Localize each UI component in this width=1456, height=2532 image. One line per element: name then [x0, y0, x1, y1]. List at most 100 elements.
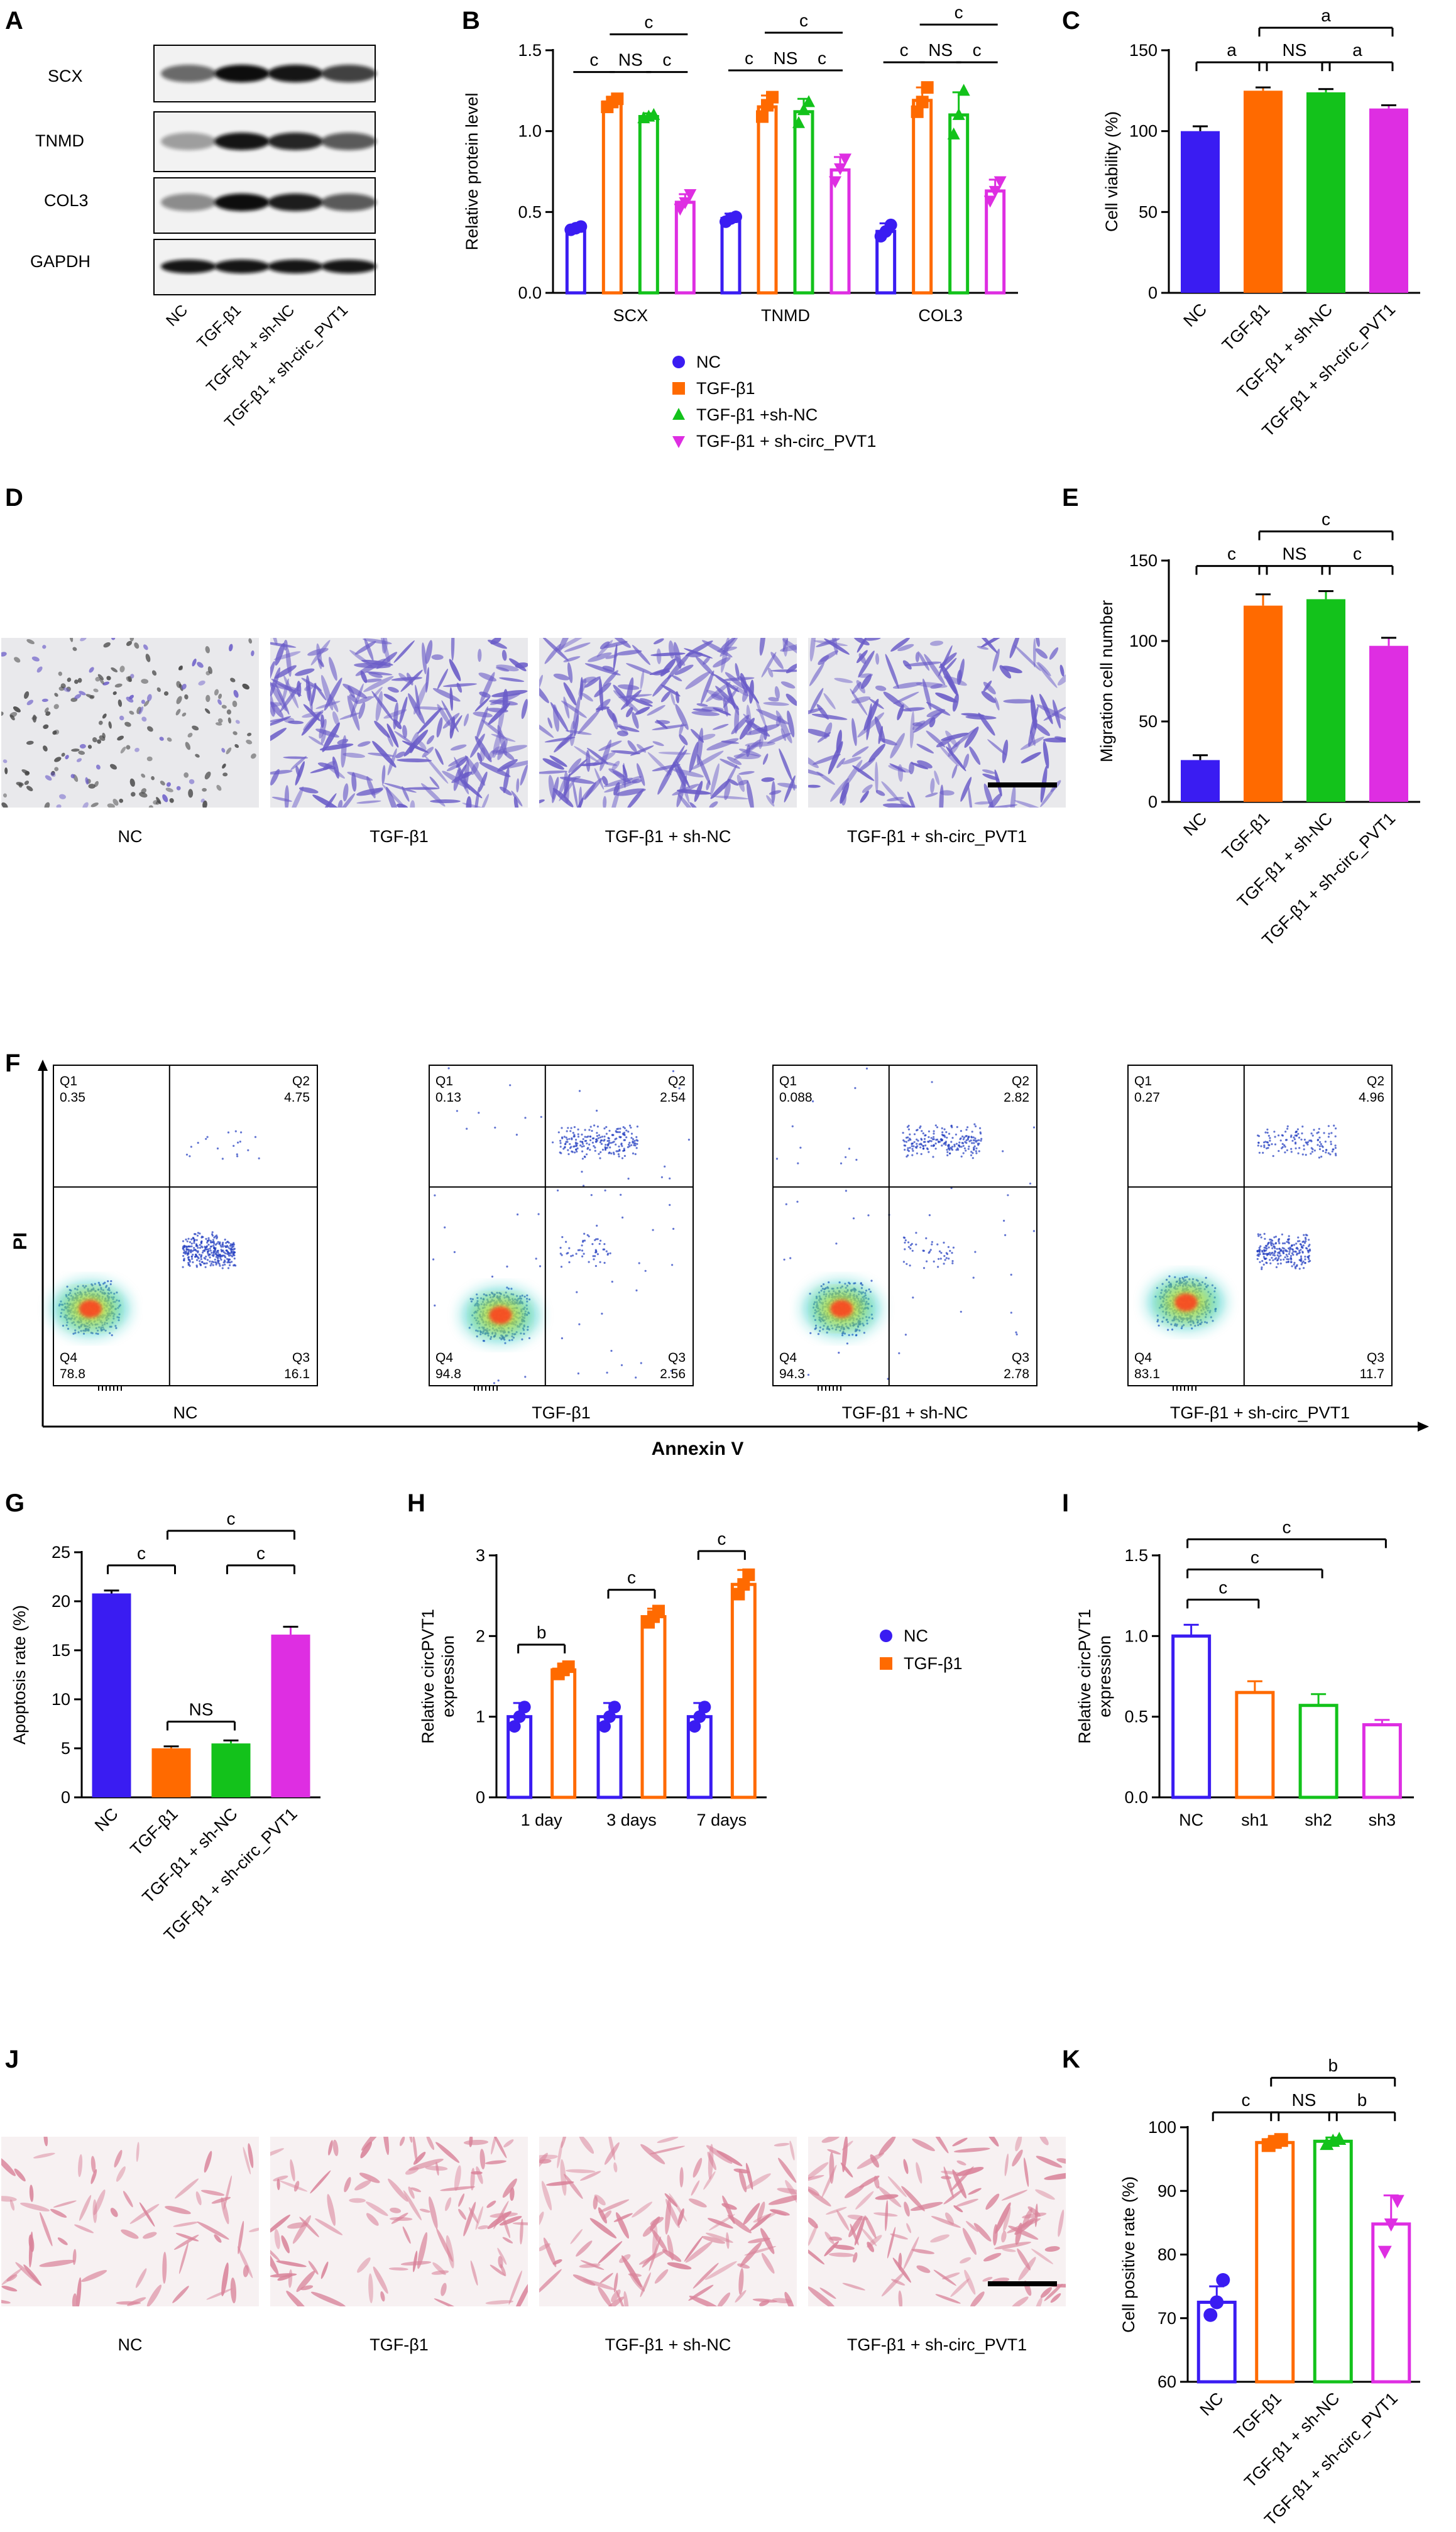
flow-event [434, 1194, 436, 1197]
flow-event [589, 1135, 592, 1137]
cell [831, 638, 838, 655]
cell [952, 693, 959, 712]
flow-event [1308, 1254, 1310, 1257]
flow-event [902, 1261, 905, 1263]
flow-event [1332, 1148, 1335, 1151]
cell [691, 711, 720, 716]
cell [692, 708, 713, 712]
flow-event [1275, 1266, 1278, 1268]
legend-marker [672, 436, 685, 448]
cell [221, 704, 227, 709]
cell [425, 667, 430, 693]
flow-event [1274, 1136, 1276, 1138]
data-point [603, 1710, 616, 1723]
flow-event [971, 1142, 973, 1144]
cell [92, 737, 97, 743]
flow-event [1302, 1244, 1305, 1247]
flow-event [191, 1250, 194, 1252]
cell [54, 767, 59, 772]
cell [479, 747, 486, 762]
flow-event [602, 1248, 605, 1251]
cell [1020, 737, 1044, 750]
flow-event [583, 1239, 586, 1242]
flow-event [212, 1261, 215, 1263]
flow-event [1310, 1132, 1313, 1135]
flow-event [478, 1112, 480, 1114]
flow-event [609, 1146, 611, 1149]
flow-event [576, 1143, 579, 1145]
flow-event [508, 1288, 510, 1290]
flow-event [1029, 1182, 1032, 1185]
flow-event [911, 1154, 914, 1156]
flow-event [627, 1177, 630, 1180]
flow-event [494, 1126, 496, 1129]
cell [99, 678, 104, 684]
flow-event [851, 1334, 854, 1336]
flow-event [195, 1253, 197, 1256]
data-point [1203, 2308, 1218, 2322]
flow-event [961, 1135, 964, 1137]
flow-event [1283, 1144, 1286, 1146]
flow-event [1303, 1242, 1306, 1244]
panel-label-i: I [1062, 1489, 1069, 1517]
flow-event [1277, 1251, 1279, 1254]
flow-event [227, 1241, 230, 1244]
flow-event [948, 1258, 950, 1260]
flow-event [1257, 1141, 1260, 1144]
cell [58, 671, 63, 676]
flow-event [867, 1214, 870, 1217]
flow-event [199, 1247, 202, 1249]
cell [129, 710, 134, 715]
flow-event [903, 1140, 906, 1143]
flow-event [218, 1263, 221, 1265]
significance-label: NS [1283, 544, 1307, 564]
y-tick-label: 1.0 [518, 122, 542, 141]
cell [513, 796, 519, 808]
flow-event [588, 1261, 590, 1263]
flow-event [955, 1143, 958, 1145]
flow-event [577, 1128, 579, 1131]
flow-event [636, 1126, 639, 1128]
bar [829, 168, 851, 295]
cell [738, 748, 762, 757]
cell [221, 748, 226, 753]
cell [616, 725, 640, 732]
data-point [611, 92, 624, 106]
flow-event [1300, 1138, 1303, 1141]
cell [592, 752, 616, 766]
flow-event [1257, 1134, 1259, 1137]
flow-event [231, 1251, 233, 1253]
flow-event [943, 1263, 945, 1265]
flow-event [1266, 1131, 1269, 1134]
cell [813, 754, 841, 765]
micrograph [808, 638, 1066, 808]
cell [916, 743, 934, 754]
flow-event [185, 1153, 189, 1156]
flow-event [936, 1138, 939, 1141]
cell [673, 762, 686, 787]
flow-event [962, 1144, 965, 1147]
flow-event [848, 1148, 851, 1150]
flow-event [944, 1136, 946, 1138]
cell [169, 797, 174, 803]
flow-event [1291, 1265, 1293, 1268]
flow-event [597, 1137, 600, 1139]
flow-event [521, 1338, 523, 1340]
flow-event [1264, 1252, 1266, 1255]
data-point [674, 204, 687, 216]
flow-event [1288, 1247, 1290, 1250]
x-category-label: TGF-β1 [126, 1804, 181, 1859]
flow-event [1320, 1155, 1323, 1158]
flow-event [187, 1237, 190, 1240]
significance-label: c [1283, 1517, 1291, 1537]
significance-label: NS [774, 48, 798, 68]
cell [964, 726, 979, 748]
y-axis-label-line: Relative circPVT1 [419, 1609, 437, 1744]
cell [605, 654, 618, 659]
cell [594, 768, 605, 790]
cell [79, 743, 86, 749]
flow-event [1273, 1254, 1276, 1257]
cell [539, 799, 545, 804]
cell [402, 786, 410, 802]
cell [887, 797, 904, 802]
